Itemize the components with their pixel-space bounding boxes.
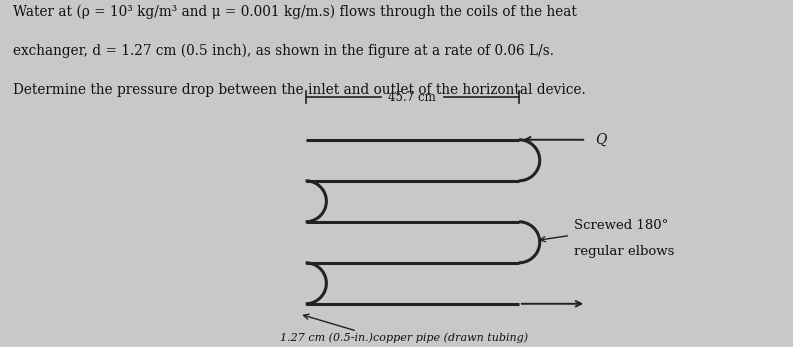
Text: Screwed 180°: Screwed 180° <box>574 219 668 232</box>
Text: exchanger, d = 1.27 cm (0.5 inch), as shown in the figure at a rate of 0.06 L/s.: exchanger, d = 1.27 cm (0.5 inch), as sh… <box>13 44 554 59</box>
Text: 45.7 cm: 45.7 cm <box>389 91 436 103</box>
Text: Water at (ρ = 10³ kg/m³ and μ = 0.001 kg/m.s) flows through the coils of the hea: Water at (ρ = 10³ kg/m³ and μ = 0.001 kg… <box>13 5 577 19</box>
Text: Determine the pressure drop between the inlet and outlet of the horizontal devic: Determine the pressure drop between the … <box>13 83 586 98</box>
Text: Q: Q <box>596 133 607 147</box>
Text: 1.27 cm (0.5-in.)copper pipe (drawn tubing): 1.27 cm (0.5-in.)copper pipe (drawn tubi… <box>281 333 528 344</box>
Text: regular elbows: regular elbows <box>574 245 675 257</box>
